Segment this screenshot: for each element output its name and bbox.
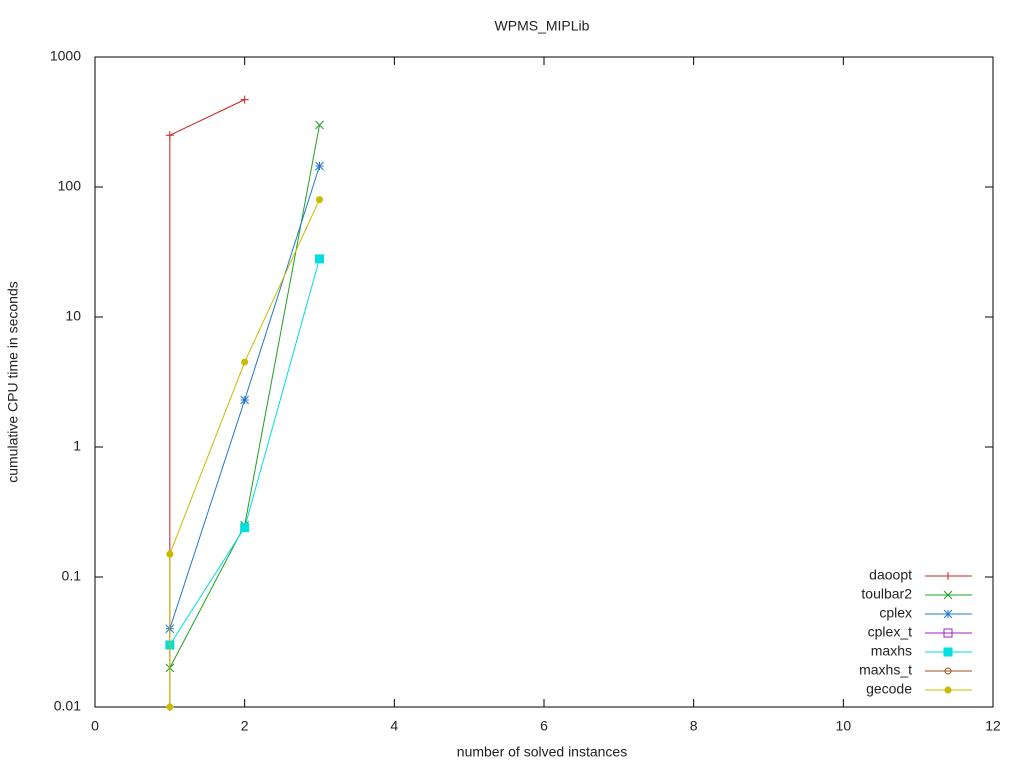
legend-marker xyxy=(944,686,952,694)
x-tick-label: 10 xyxy=(836,718,852,734)
y-tick-label: 1 xyxy=(73,438,81,454)
legend-marker xyxy=(944,667,952,675)
data-point xyxy=(240,95,249,104)
x-tick-label: 8 xyxy=(690,718,698,734)
y-tick-label: 100 xyxy=(58,178,82,194)
y-tick-label: 0.1 xyxy=(62,568,82,584)
x-tick-label: 12 xyxy=(985,718,1001,734)
y-tick-label: 10 xyxy=(65,308,81,324)
x-tick-label: 2 xyxy=(241,718,249,734)
legend-label: toulbar2 xyxy=(861,586,912,602)
legend-label: maxhs xyxy=(871,643,912,659)
legend-marker xyxy=(943,647,953,657)
legend-label: cplex xyxy=(879,605,912,621)
legend-marker xyxy=(943,609,953,619)
legend-label: cplex_t xyxy=(868,624,912,640)
data-point xyxy=(240,395,250,405)
y-axis-label: cumulative CPU time in seconds xyxy=(5,281,21,483)
data-point xyxy=(166,550,174,558)
legend-label: daoopt xyxy=(869,567,912,583)
x-tick-label: 6 xyxy=(540,718,548,734)
data-point xyxy=(166,703,174,711)
data-point xyxy=(240,523,250,533)
legend-marker xyxy=(943,628,953,638)
y-tick-label: 0.01 xyxy=(54,698,81,714)
data-point xyxy=(165,131,174,140)
series-line xyxy=(169,199,320,707)
y-tick-label: 1000 xyxy=(50,48,81,64)
data-point xyxy=(241,358,249,366)
x-axis-label: number of solved instances xyxy=(457,744,627,760)
data-point xyxy=(315,161,324,171)
data-point xyxy=(315,196,324,204)
legend-label: maxhs_t xyxy=(859,662,912,678)
data-point xyxy=(315,120,324,130)
legend-marker xyxy=(944,572,952,580)
x-tick-label: 4 xyxy=(390,718,398,734)
x-tick-label: 0 xyxy=(91,718,99,734)
chart-title: WPMS_MIPLib xyxy=(495,18,590,34)
legend-label: gecode xyxy=(866,681,912,697)
data-point xyxy=(315,254,324,264)
legend-marker xyxy=(943,590,953,600)
